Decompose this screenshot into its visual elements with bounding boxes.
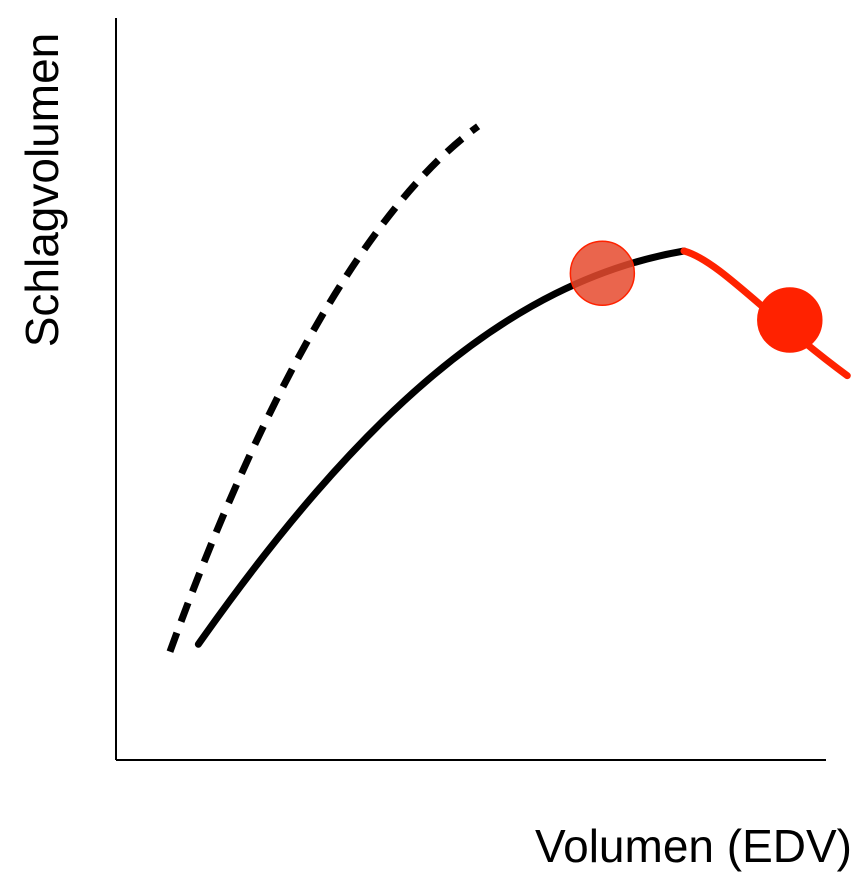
x-axis-label: Volumen (EDV) xyxy=(535,820,852,872)
marker-point-2 xyxy=(757,287,823,353)
series-layer xyxy=(166,123,851,653)
marker-point-1 xyxy=(569,240,636,306)
series-line-3 xyxy=(680,247,851,380)
series-line-1-dashed xyxy=(166,123,481,653)
marker-layer xyxy=(569,240,823,353)
y-axis-label: Schlagvolumen xyxy=(16,33,68,348)
series-line-2 xyxy=(194,247,688,648)
